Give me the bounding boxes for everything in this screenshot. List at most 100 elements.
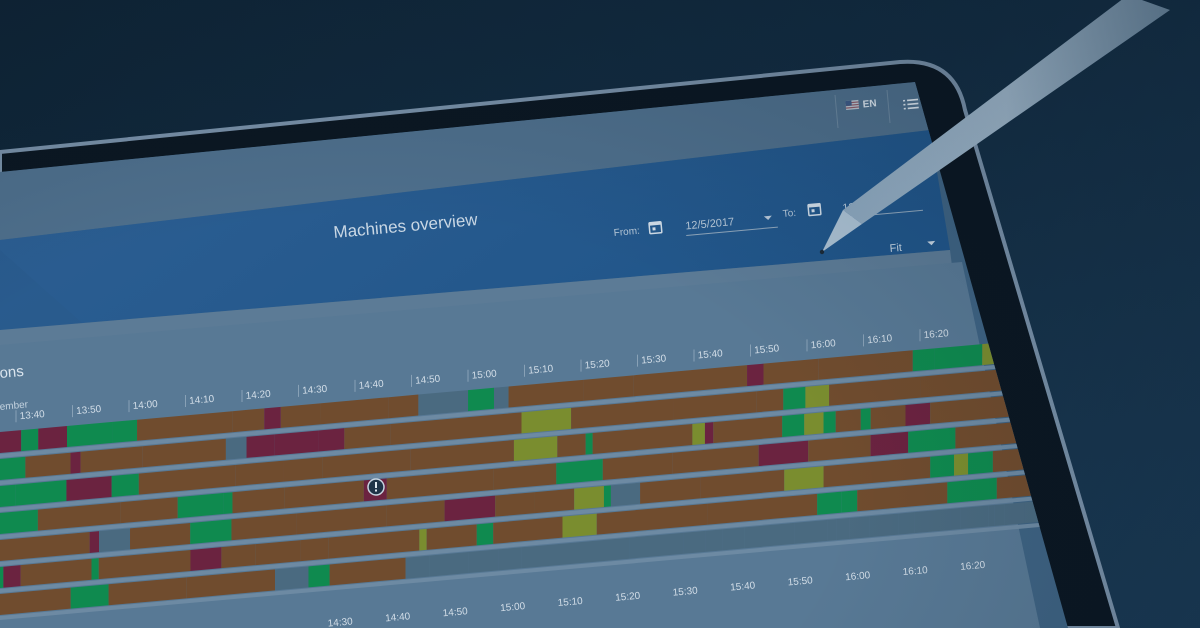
- status-segment-offline[interactable]: [827, 519, 837, 541]
- status-segment-idle[interactable]: [557, 433, 586, 458]
- status-segment-running[interactable]: [782, 414, 805, 437]
- status-segment-error[interactable]: [905, 402, 931, 426]
- calendar-icon[interactable]: [807, 202, 822, 217]
- status-segment-idle[interactable]: [673, 391, 757, 420]
- status-segment-idle[interactable]: [328, 529, 420, 559]
- status-segment-offline[interactable]: [722, 527, 745, 551]
- status-segment-idle[interactable]: [592, 424, 693, 454]
- status-segment-idle[interactable]: [280, 403, 321, 428]
- status-segment-running[interactable]: [0, 484, 16, 508]
- status-segment-running[interactable]: [934, 344, 983, 370]
- status-segment-idle[interactable]: [329, 557, 406, 586]
- status-segment-idle[interactable]: [493, 516, 563, 544]
- status-segment-idle[interactable]: [700, 469, 785, 499]
- status-segment-running[interactable]: [70, 584, 109, 609]
- status-segment-error[interactable]: [704, 422, 714, 444]
- status-segment-error[interactable]: [246, 434, 275, 458]
- status-segment-idle[interactable]: [756, 388, 784, 413]
- status-segment-error[interactable]: [190, 547, 222, 571]
- status-segment-running[interactable]: [817, 491, 842, 515]
- status-segment-running[interactable]: [0, 509, 38, 535]
- status-segment-idle[interactable]: [322, 449, 411, 479]
- status-segment-idle[interactable]: [232, 487, 285, 514]
- status-segment-offline[interactable]: [225, 436, 247, 460]
- status-segment-idle[interactable]: [571, 398, 674, 429]
- status-segment-idle[interactable]: [344, 424, 391, 450]
- status-segment-running[interactable]: [783, 386, 806, 410]
- status-segment-idle[interactable]: [808, 435, 871, 462]
- status-segment-offline[interactable]: [418, 390, 469, 416]
- status-segment-idle[interactable]: [386, 468, 494, 500]
- status-segment-idle[interactable]: [320, 397, 389, 425]
- status-segment-offline[interactable]: [468, 549, 499, 574]
- status-segment-setup[interactable]: [805, 384, 830, 408]
- status-segment-setup[interactable]: [804, 412, 824, 436]
- status-segment-running[interactable]: [823, 411, 836, 434]
- status-segment-running[interactable]: [468, 387, 495, 412]
- status-segment-idle[interactable]: [138, 464, 236, 495]
- status-segment-offline[interactable]: [674, 532, 684, 555]
- zoom-select[interactable]: Fit: [889, 239, 936, 255]
- status-segment-idle[interactable]: [108, 577, 187, 606]
- status-segment-idle[interactable]: [835, 408, 861, 433]
- status-segment-offline[interactable]: [849, 516, 870, 539]
- status-segment-idle[interactable]: [37, 502, 121, 531]
- status-segment-error[interactable]: [274, 430, 319, 456]
- status-segment-idle[interactable]: [602, 452, 673, 481]
- status-segment-idle[interactable]: [640, 477, 701, 504]
- status-segment-idle[interactable]: [300, 537, 329, 562]
- status-segment-running[interactable]: [0, 566, 4, 589]
- language-selector[interactable]: EN: [845, 98, 877, 112]
- status-segment-setup[interactable]: [784, 466, 824, 491]
- status-segment-setup[interactable]: [574, 485, 604, 510]
- status-segment-idle[interactable]: [713, 415, 783, 444]
- status-segment-idle[interactable]: [98, 549, 191, 580]
- status-segment-offline[interactable]: [1004, 502, 1025, 526]
- status-segment-idle[interactable]: [870, 404, 906, 430]
- status-segment-setup[interactable]: [692, 422, 705, 446]
- status-segment-running[interactable]: [91, 558, 99, 580]
- status-segment-offline[interactable]: [275, 566, 309, 591]
- status-segment-running[interactable]: [112, 419, 138, 443]
- from-date-input[interactable]: 12/5/2017: [685, 212, 778, 236]
- status-segment-error[interactable]: [318, 428, 345, 452]
- status-segment-idle[interactable]: [534, 488, 575, 514]
- status-segment-idle[interactable]: [232, 408, 265, 433]
- status-segment-offline[interactable]: [683, 530, 706, 554]
- status-segment-running[interactable]: [968, 451, 993, 475]
- status-segment-error[interactable]: [870, 431, 909, 457]
- status-segment-error[interactable]: [444, 495, 496, 522]
- status-segment-idle[interactable]: [426, 524, 477, 550]
- status-segment-offline[interactable]: [836, 517, 850, 541]
- status-segment-idle[interactable]: [390, 420, 428, 446]
- status-segment-running[interactable]: [556, 459, 603, 485]
- status-segment-offline[interactable]: [705, 529, 723, 552]
- status-segment-offline[interactable]: [950, 508, 961, 530]
- status-segment-running[interactable]: [21, 428, 39, 452]
- status-segment-idle[interactable]: [823, 456, 931, 488]
- status-segment-idle[interactable]: [80, 446, 143, 473]
- status-segment-idle[interactable]: [221, 544, 256, 569]
- status-segment-error[interactable]: [3, 565, 21, 588]
- status-segment-idle[interactable]: [493, 463, 557, 490]
- status-segment-offline[interactable]: [988, 505, 995, 527]
- status-segment-idle[interactable]: [495, 492, 535, 517]
- status-segment-error[interactable]: [758, 440, 809, 467]
- status-segment-running[interactable]: [1044, 336, 1069, 360]
- status-segment-running[interactable]: [930, 454, 955, 478]
- status-segment-offline[interactable]: [534, 541, 582, 568]
- status-segment-error[interactable]: [747, 363, 764, 387]
- status-segment-setup[interactable]: [562, 513, 597, 538]
- status-segment-running[interactable]: [111, 473, 139, 498]
- status-segment-offline[interactable]: [99, 528, 131, 553]
- status-segment-running[interactable]: [912, 348, 935, 372]
- status-segment-error[interactable]: [89, 531, 100, 553]
- status-segment-idle[interactable]: [130, 522, 191, 550]
- status-segment-idle[interactable]: [120, 497, 178, 524]
- status-segment-running[interactable]: [223, 492, 233, 515]
- status-segment-running[interactable]: [15, 480, 67, 506]
- status-segment-idle[interactable]: [508, 379, 584, 408]
- status-segment-idle[interactable]: [829, 376, 921, 406]
- status-segment-offline[interactable]: [960, 505, 989, 530]
- status-segment-offline[interactable]: [629, 533, 675, 559]
